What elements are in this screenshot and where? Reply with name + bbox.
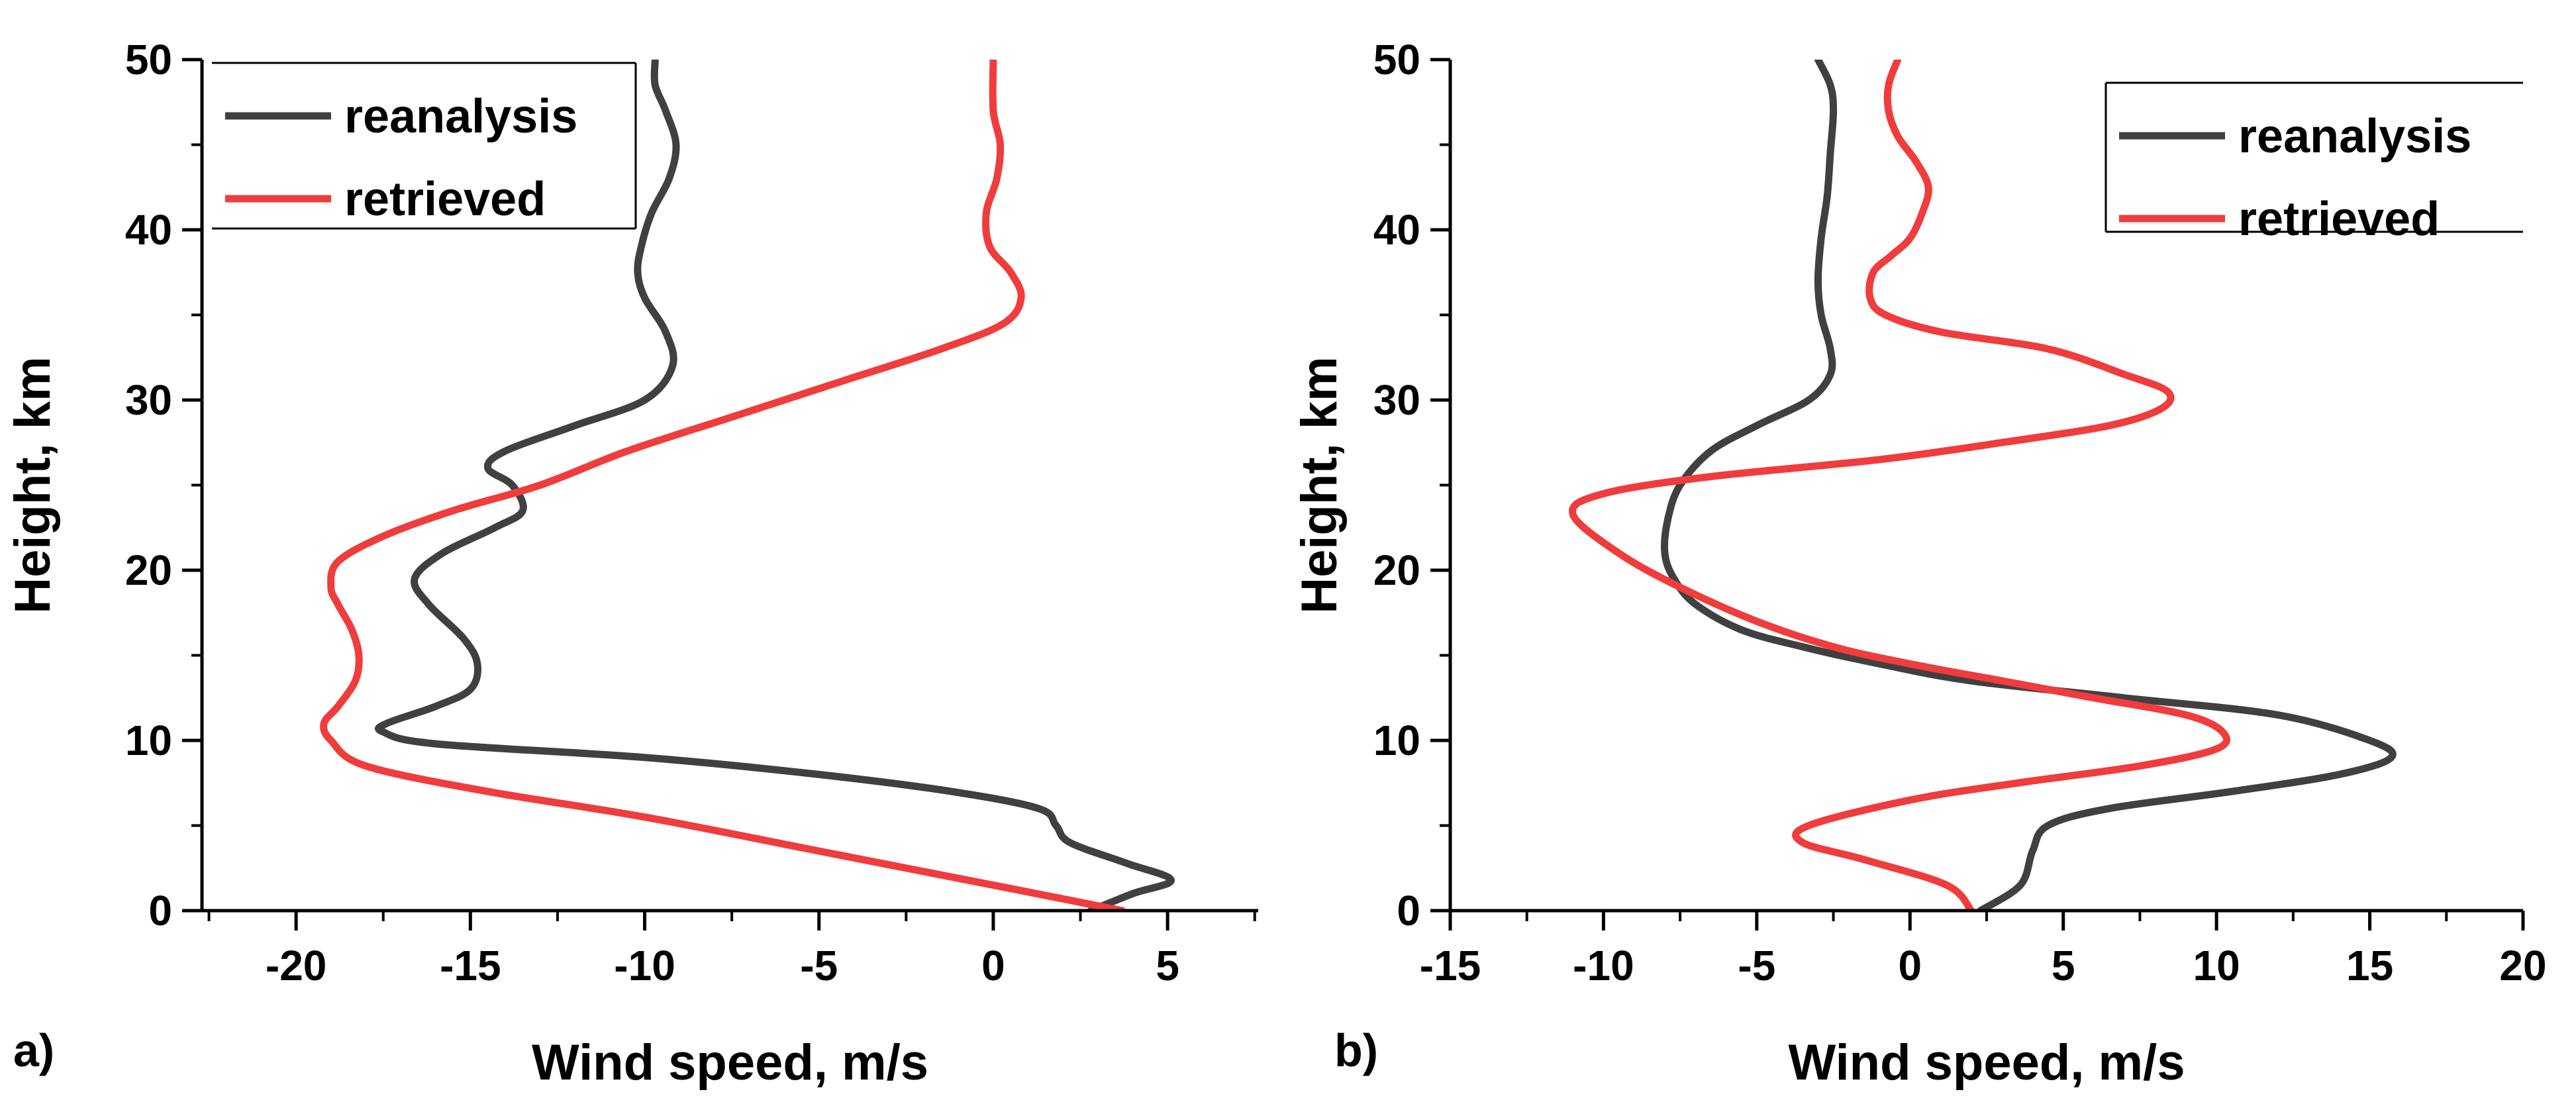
x-axis-title: Wind speed, m/s [1789, 1034, 2185, 1091]
y-tick-label: 50 [125, 36, 172, 83]
x-tick-label: -15 [440, 942, 501, 989]
x-tick-label: -15 [1420, 942, 1481, 989]
chart-panel-b: 0 10 20 30 40 50 -15 -10 -5 0 5 10 15 20 Wind speed, m… [1291, 36, 2547, 1091]
legend-label-reanalysis: reanalysis [2238, 110, 2471, 163]
legend-label-reanalysis: reanalysis [344, 90, 577, 143]
x-tick-label: 10 [2193, 942, 2240, 989]
y-axis-title: Height, km [1291, 356, 1348, 614]
y-tick-label: 30 [1373, 376, 1420, 424]
legend: reanalysis retrieved [2105, 81, 2523, 246]
x-tick-label: -5 [800, 942, 838, 989]
x-tick-label: 5 [1156, 942, 1179, 989]
y-tick-label: 0 [148, 887, 172, 934]
x-tick-label: 15 [2346, 942, 2393, 989]
legend-label-retrieved: retrieved [344, 173, 546, 226]
x-tick-label: -5 [1738, 942, 1775, 989]
y-tick-label: 50 [1373, 36, 1420, 83]
legend-label-retrieved: retrieved [2238, 193, 2440, 246]
y-axis-title: Height, km [5, 356, 61, 614]
x-tick-label: 20 [2499, 942, 2546, 989]
series-line-reanalysis [1661, 60, 2397, 911]
y-tick-label: 40 [1373, 206, 1420, 254]
y-tick-label: 20 [1373, 546, 1420, 594]
y-tick-label: 40 [125, 206, 172, 254]
y-tick-label: 10 [1373, 717, 1420, 764]
series-line-retrieved [320, 60, 1126, 911]
x-tick-label: 5 [2052, 942, 2075, 989]
y-tick-label: 10 [125, 717, 172, 764]
chart-panel-a: 0 10 20 30 40 50 -20 -15 -10 -5 0 5 Wind speed, m/s H… [5, 36, 1258, 1091]
y-tick-label: 30 [125, 376, 172, 424]
x-axis-title: Wind speed, m/s [532, 1034, 928, 1091]
legend: reanalysis retrieved [212, 62, 637, 230]
series-line-reanalysis [374, 60, 1175, 911]
x-tick-label: -10 [1573, 942, 1634, 989]
series-line-retrieved [1569, 60, 2230, 911]
x-tick-label: 0 [1898, 942, 1922, 989]
panel-label: a) [13, 1025, 54, 1076]
y-tick-label: 0 [1397, 887, 1420, 934]
x-tick-label: -10 [614, 942, 675, 989]
x-tick-label: -20 [266, 942, 327, 989]
panel-label: b) [1334, 1025, 1378, 1076]
x-tick-label: 0 [981, 942, 1005, 989]
y-tick-label: 20 [125, 546, 172, 594]
